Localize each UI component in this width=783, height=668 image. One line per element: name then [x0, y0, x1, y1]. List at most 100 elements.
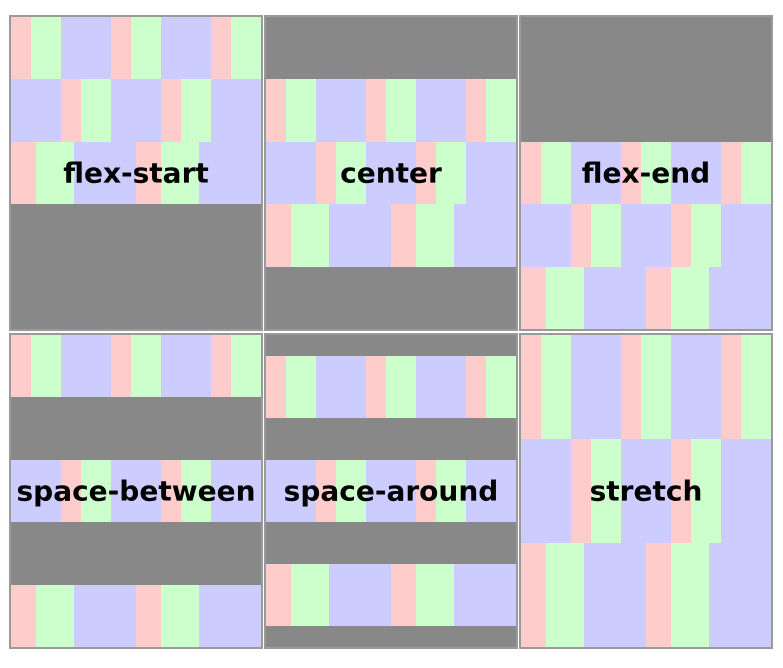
flex-item	[453, 563, 516, 627]
flex-item	[466, 141, 516, 205]
flex-item	[291, 204, 329, 267]
flex-item	[571, 141, 621, 205]
flex-item	[641, 335, 671, 439]
flex-item	[486, 79, 516, 142]
flex-item	[131, 17, 161, 80]
flex-item	[316, 141, 336, 205]
flex-item	[721, 141, 741, 205]
flex-item	[81, 79, 111, 142]
flex-item	[161, 459, 181, 523]
flex-item	[336, 459, 366, 523]
flex-item	[486, 355, 516, 419]
flex-item	[721, 204, 771, 267]
flex-item	[36, 584, 74, 647]
flex-item	[521, 141, 541, 205]
flex-item	[466, 355, 486, 419]
flex-item	[671, 439, 691, 543]
flex-item	[161, 335, 211, 398]
flex-item	[391, 204, 416, 267]
flex-item	[161, 584, 199, 647]
flex-item	[571, 204, 591, 267]
flex-item	[161, 141, 199, 205]
flex-item	[181, 79, 211, 142]
flex-item	[546, 543, 584, 647]
flex-item	[211, 17, 231, 80]
flex-item	[691, 439, 721, 543]
flex-item	[111, 459, 161, 523]
flex-item	[11, 584, 36, 647]
flex-item	[266, 563, 291, 627]
flex-item	[328, 204, 391, 267]
flex-item	[366, 79, 386, 142]
flex-item	[708, 266, 771, 329]
flex-item	[266, 204, 291, 267]
flex-item	[708, 543, 771, 647]
flex-item	[416, 204, 454, 267]
flex-item	[466, 79, 486, 142]
flex-container-flex-end: flex-end	[519, 15, 773, 331]
flex-item	[521, 543, 546, 647]
flex-item	[211, 79, 261, 142]
flex-item	[328, 563, 391, 627]
flex-item	[671, 543, 709, 647]
flex-item	[671, 204, 691, 267]
flex-container-center: center	[264, 15, 518, 331]
flex-container-stretch: stretch	[519, 333, 773, 649]
flex-item	[641, 141, 671, 205]
flex-item	[571, 335, 621, 439]
flex-item	[211, 335, 231, 398]
flex-item	[61, 335, 111, 398]
flex-item	[591, 204, 621, 267]
flex-item	[541, 141, 571, 205]
flex-item	[453, 204, 516, 267]
flex-item	[336, 141, 366, 205]
flex-container-space-around: space-around	[264, 333, 518, 649]
flex-item	[741, 141, 771, 205]
flex-item	[546, 266, 584, 329]
flex-item	[11, 459, 61, 523]
flex-item	[31, 335, 61, 398]
flex-item	[621, 439, 671, 543]
flex-item	[61, 17, 111, 80]
flex-item	[621, 141, 641, 205]
flex-item	[671, 335, 721, 439]
flex-item	[671, 266, 709, 329]
flex-container-flex-start: flex-start	[9, 15, 263, 331]
flex-item	[316, 459, 336, 523]
flex-item	[198, 584, 261, 647]
flex-item	[111, 335, 131, 398]
flex-item	[521, 335, 541, 439]
flex-item	[541, 335, 571, 439]
flex-item	[521, 439, 571, 543]
flex-item	[231, 335, 261, 398]
flex-item	[591, 439, 621, 543]
flex-item	[366, 355, 386, 419]
flex-item	[286, 355, 316, 419]
flex-item	[571, 439, 591, 543]
flex-item	[416, 459, 436, 523]
flex-item	[416, 355, 466, 419]
flex-item	[521, 204, 571, 267]
flex-item	[621, 335, 641, 439]
flex-item	[11, 79, 61, 142]
flex-item	[61, 79, 81, 142]
flex-item	[366, 141, 416, 205]
flex-item	[521, 266, 546, 329]
flex-item	[136, 141, 161, 205]
flex-item	[73, 584, 136, 647]
flex-container-space-between: space-between	[9, 333, 263, 649]
flex-item	[621, 204, 671, 267]
flex-item	[466, 459, 516, 523]
flex-item	[691, 204, 721, 267]
flex-item	[436, 459, 466, 523]
flex-item	[266, 355, 286, 419]
flex-item	[416, 141, 436, 205]
flex-item	[741, 335, 771, 439]
flex-item	[391, 563, 416, 627]
flex-item	[11, 335, 31, 398]
flex-item	[416, 563, 454, 627]
flex-item	[61, 459, 81, 523]
flex-item	[136, 584, 161, 647]
flex-item	[211, 459, 261, 523]
flex-item	[366, 459, 416, 523]
